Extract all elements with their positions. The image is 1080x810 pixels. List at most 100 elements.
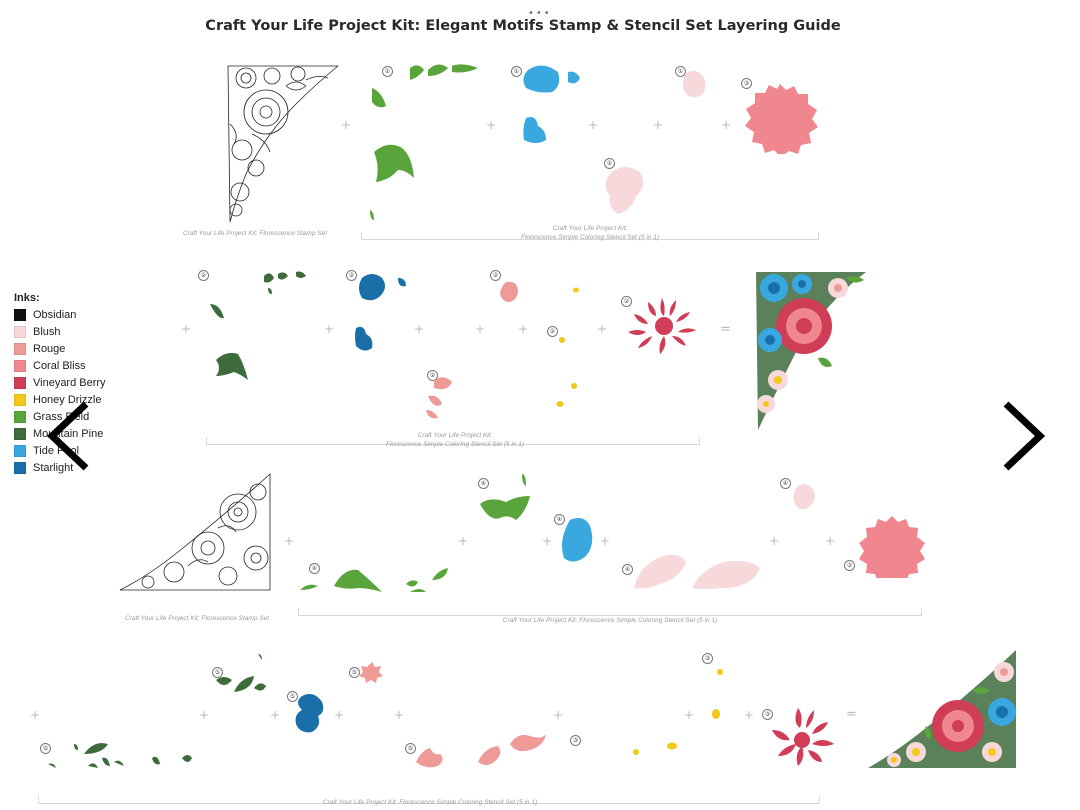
stencil-set-caption-line2: Florescence Simple Coloring Stencil Set … [520,234,659,241]
plus-operator: + [542,534,553,548]
window-menu-dots[interactable]: ••• [528,8,552,19]
stencil-layer-starlight-petals-image [355,274,406,351]
finished-corner-layout-image [756,272,866,430]
stencil-layer-pine-cluster-image [216,654,266,692]
step-number-1: ① [511,66,522,77]
stencil-layer-grass-cluster-image [480,474,530,520]
step-number-3: ③ [844,560,855,571]
stencil-group-bracket [38,796,820,804]
step-number-5: ⑤ [405,743,416,754]
plus-operator: + [199,708,210,722]
stencil-layer-starlight-flower-image [295,694,324,733]
ink-item: Blush [14,323,106,340]
stencil-layer-rouge-scatter-image [416,734,546,768]
plus-operator: + [597,322,608,336]
plus-operator: + [518,322,529,336]
plus-operator: + [600,534,611,548]
plus-operator: + [553,708,564,722]
stamp-set-caption: Craft Your Life Project Kit: Florescence… [124,615,270,622]
ink-item: Coral Bliss [14,357,106,374]
ink-swatch [14,359,26,372]
plus-operator: + [486,118,497,132]
step-number-1: ① [604,158,615,169]
step-number-3: ③ [702,653,713,664]
plus-operator: + [414,322,425,336]
step-number-1: ① [382,66,393,77]
plus-operator: + [588,118,599,132]
stencil-set-caption: Craft Your Life Project Kit: Florescence… [340,431,570,449]
stencil-layer-blush-bud-image [682,70,706,98]
stencil-layer-blue-petals-image [523,65,580,143]
step-number-3: ③ [741,78,752,89]
stencil-group-bracket [206,437,700,445]
ink-legend-heading: Inks: [14,292,40,304]
stencil-group-bracket [298,608,922,616]
ink-swatch [14,427,26,440]
plus-operator: + [769,534,780,548]
stencil-layer-tide-petal-image [562,518,593,562]
ink-swatch [14,410,26,423]
finished-triangle-layout-image [868,650,1016,768]
plus-operator: + [684,708,695,722]
ink-label: Obsidian [33,308,77,321]
plus-operator: + [721,118,732,132]
step-number-3: ③ [762,709,773,720]
plus-operator: + [181,322,192,336]
equals-operator: = [846,707,857,722]
ink-item: Starlight [14,459,106,476]
ink-swatch [14,376,26,389]
stencil-layer-vineyard-flower-image [628,298,696,354]
stencil-set-caption-line1: Craft Your Life Project Kit: [552,225,628,232]
next-arrow-icon[interactable] [1000,400,1048,472]
step-number-5: ⑤ [287,691,298,702]
ink-swatch [14,393,26,406]
ink-label: Rouge [33,342,66,355]
step-number-2: ② [427,370,438,381]
plus-operator: + [334,708,345,722]
ink-item: Obsidian [14,306,106,323]
page-title: Craft Your Life Project Kit: Elegant Mot… [205,18,841,34]
step-number-2: ② [547,326,558,337]
step-number-1: ① [675,66,686,77]
plus-operator: + [30,708,41,722]
ink-label: Starlight [33,461,74,474]
stencil-layer-coral-flower-image [859,516,925,578]
step-number-5: ⑤ [212,667,223,678]
stencil-layer-honey-dots-image [556,287,579,407]
ink-label: Vineyard Berry [33,376,106,389]
previous-arrow-icon[interactable] [44,400,92,472]
stencil-layer-pine-sprigs-image [48,743,192,768]
ink-label: Blush [33,325,61,338]
step-number-2: ② [490,270,501,281]
plus-operator: + [324,322,335,336]
step-number-4: ④ [780,478,791,489]
step-number-3: ③ [570,735,581,746]
stencil-layer-pine-leaves-image [210,271,306,380]
stencil-layer-rouge-bud-image [360,662,383,683]
stencil-layer-leaves-image [370,64,478,220]
plus-operator: + [284,534,295,548]
stencil-set-caption: Craft Your Life Project Kit: Florescence… [502,617,718,624]
step-number-4: ④ [554,514,565,525]
stencil-layer-rouge-bud-image [500,281,518,302]
plus-operator: + [744,708,755,722]
ink-swatch [14,325,26,338]
stencil-layer-grass-leaves-image [300,568,448,592]
plus-operator: + [341,118,352,132]
stencil-set-caption-line1: Craft Your Life Project Kit: [417,432,493,439]
stencil-layer-blush-petals-image [606,167,644,214]
stencil-group-bracket [361,232,819,240]
step-number-5: ⑤ [349,667,360,678]
stencil-layer-vineyard-flower-image [772,708,834,766]
plus-operator: + [458,534,469,548]
ink-swatch [14,461,26,474]
stencil-layer-coral-flower-image [745,84,818,154]
stamp-outline-triangle-image [119,473,271,591]
step-number-4: ④ [309,563,320,574]
ink-item: Vineyard Berry [14,374,106,391]
stencil-layer-blush-wash-image [634,554,760,589]
plus-operator: + [270,708,281,722]
ink-swatch [14,342,26,355]
step-number-4: ④ [478,478,489,489]
step-number-4: ④ [622,564,633,575]
